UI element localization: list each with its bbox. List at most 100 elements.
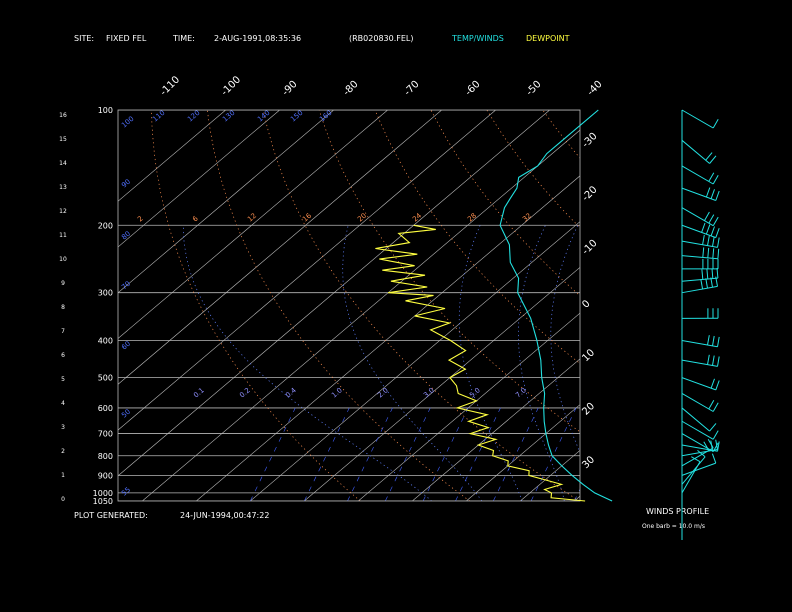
isotherm-line [118, 110, 388, 339]
isotherm-line [574, 495, 580, 501]
wind-barb-flag [710, 189, 715, 199]
wind-barb-shaft [681, 420, 714, 440]
height-tick-label: 6 [61, 352, 65, 359]
height-tick-label: 11 [59, 232, 67, 239]
height-tick-label: 13 [59, 184, 67, 191]
mixing-ratio-label: 100 [120, 115, 135, 130]
pressure-tick-label: 100 [98, 106, 113, 115]
moist-adiabat-line [550, 225, 580, 454]
mixing-ratio-label: 130 [221, 109, 236, 124]
wind-barb-flag [702, 247, 705, 258]
temperature-tick-top: -100 [219, 74, 243, 98]
mixing-ratio-line [347, 407, 393, 501]
pressure-tick-label: 1050 [93, 497, 113, 506]
temperature-tick-right: 30 [580, 454, 597, 471]
dry-adiabat-label: 24 [411, 211, 423, 223]
wind-barb-shaft [681, 255, 718, 260]
wind-barb-flag [710, 440, 713, 451]
height-tick-label: 10 [59, 256, 67, 263]
wind-barb-flag [706, 268, 709, 280]
mixing-ratio-value-label: 3.0 [422, 386, 436, 399]
wind-barb-flag [700, 279, 704, 290]
wind-barb-flag [711, 453, 717, 464]
wind-barb-flag [717, 237, 720, 248]
isotherm-line [682, 110, 792, 501]
mixing-ratio-line [385, 407, 431, 501]
dry-adiabat-label: 6 [191, 214, 200, 223]
wind-barb-shaft [681, 165, 714, 185]
isotherm-line [250, 221, 580, 501]
moist-adiabat-line [616, 225, 662, 501]
mixing-ratio-label: 55 [120, 486, 132, 498]
dry-adiabat-line [766, 110, 792, 501]
dry-adiabat-label: 2 [136, 215, 145, 224]
wind-barb-flag [716, 268, 719, 279]
temperature-tick-right: -10 [580, 238, 599, 257]
dry-adiabat-label: 28 [466, 212, 478, 224]
height-tick-label: 3 [61, 424, 65, 431]
mixing-ratio-value-label: 0.1 [192, 386, 206, 399]
mixing-ratio-line [250, 407, 296, 501]
dry-adiabat-label: 20 [356, 212, 368, 224]
height-tick-label: 16 [59, 112, 67, 119]
dry-adiabat-label: 32 [521, 212, 533, 224]
isotherm-line [412, 358, 580, 501]
dry-adiabat-line [262, 110, 580, 501]
wind-barb-flag [707, 247, 710, 258]
wind-barb-shaft [681, 393, 714, 412]
mixing-ratio-label: 140 [256, 109, 271, 124]
wind-barb-flag [707, 235, 710, 246]
mixing-ratio-line [493, 407, 539, 501]
isotherm-line [118, 110, 550, 477]
isotherm-line [358, 312, 580, 501]
dry-adiabat-line [599, 110, 792, 501]
wind-barb-shaft [681, 224, 716, 239]
legend-temp-winds: TEMP/WINDS [452, 34, 504, 43]
dry-adiabat-label: 16 [301, 211, 313, 223]
time-label: TIME: [173, 34, 195, 43]
wind-barb-flag [708, 400, 715, 410]
wind-barb-flag [712, 430, 719, 440]
isotherm-line [118, 110, 280, 248]
moist-adiabat-line [182, 225, 432, 501]
mixing-ratio-label: 110 [151, 109, 166, 124]
plot-generated-value: 24-JUN-1994,00:47:22 [180, 511, 270, 520]
isotherm-line [142, 129, 580, 501]
mixing-ratio-label: 80 [120, 230, 132, 242]
mixing-ratio-value-label: 5.0 [468, 386, 482, 399]
wind-barb-shaft [681, 340, 718, 348]
wind-barb-flag [715, 190, 720, 201]
wind-barb-flag [717, 441, 720, 452]
mixing-ratio-value-label: 0.2 [238, 386, 252, 399]
wind-barb-flag [707, 335, 710, 346]
isotherm-line [118, 110, 226, 202]
wind-barb-flag [712, 442, 719, 452]
wind-barb-flag [703, 211, 710, 221]
mixing-ratio-label: 90 [120, 178, 132, 190]
temperature-tick-top: -80 [341, 79, 360, 98]
mixing-ratio-value-label: 0.4 [284, 386, 298, 400]
wind-barb-shaft [681, 139, 710, 164]
temperature-tick-right: 10 [580, 347, 597, 364]
wind-barb-flag [707, 438, 714, 449]
wind-barb-flag [707, 354, 710, 365]
temperature-tick-right: 20 [580, 401, 597, 418]
legend-dewpoint: DEWPOINT [526, 34, 570, 43]
wind-barb-flag [709, 423, 717, 432]
wind-barb-shaft [681, 240, 718, 248]
wind-barb-flag [708, 172, 715, 182]
time-value: 2-AUG-1991,08:35:36 [214, 34, 302, 43]
site-value: FIXED FEL [106, 34, 147, 43]
moist-adiabat-line [458, 225, 523, 501]
temperature-tick-top: -50 [524, 79, 543, 98]
wind-barb-shaft [681, 377, 716, 391]
wind-barb-shaft [681, 359, 718, 367]
wind-barb-flag [715, 380, 720, 391]
dry-adiabat-line [374, 110, 580, 365]
wind-barb-flag [702, 234, 705, 245]
dry-adiabat-label: 12 [246, 212, 258, 224]
height-tick-label: 12 [59, 208, 67, 215]
dewpoint-line [375, 224, 586, 502]
pressure-tick-label: 600 [98, 404, 113, 413]
